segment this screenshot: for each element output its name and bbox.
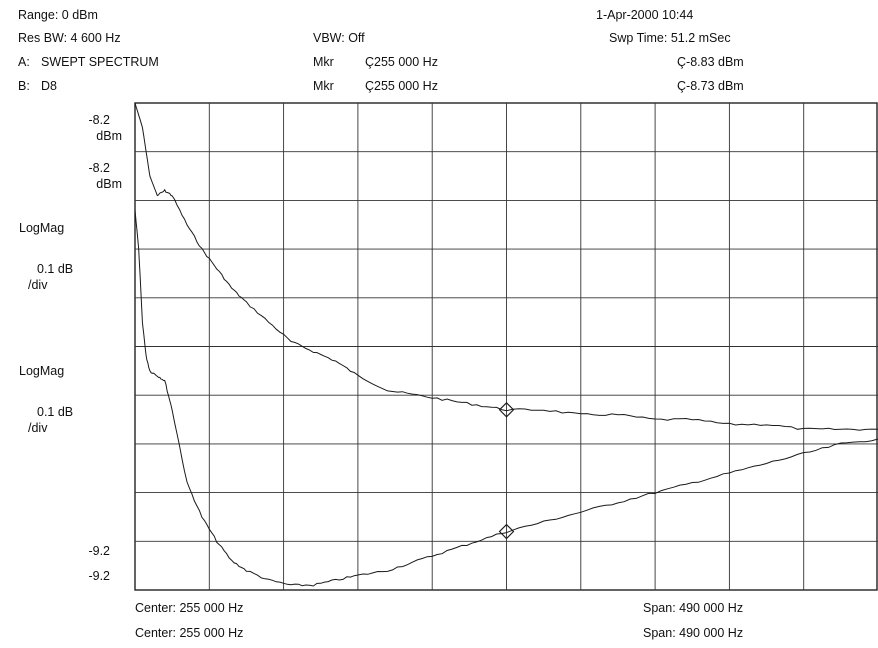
trace-line-b — [134, 210, 878, 587]
top-ref-a-unit: dBm — [96, 129, 122, 143]
trace-b-name: D8 — [41, 79, 57, 93]
trace-a-name: SWEPT SPECTRUM — [41, 55, 159, 69]
scale-b-per-div: 0.1 dB — [37, 405, 74, 419]
center-frequency-a: Center: 255 000 Hz — [135, 601, 244, 615]
trace-b-marker-frequency: Ç255 000 Hz — [365, 79, 438, 93]
graticule — [134, 102, 878, 591]
scale-a-mode: LogMag — [19, 221, 65, 235]
marker-diamond-a — [498, 402, 515, 418]
range-readout: Range: 0 dBm — [18, 8, 98, 22]
markers-layer — [498, 402, 515, 540]
top-ref-b-unit: dBm — [96, 177, 122, 191]
bottom-ref-b-value: -9.2 — [88, 569, 110, 583]
marker-diamond-b — [498, 523, 515, 540]
scale-a-div-unit: /div — [28, 278, 48, 292]
trace-b-id: B: — [18, 79, 30, 93]
vbw-readout: VBW: Off — [313, 31, 365, 45]
scale-b-mode: LogMag — [19, 364, 65, 378]
res-bw-readout: Res BW: 4 600 Hz — [18, 31, 121, 45]
center-frequency-b: Center: 255 000 Hz — [135, 626, 244, 640]
date-time-readout: 1-Apr-2000 10:44 — [596, 8, 694, 22]
trace-a-marker-label: Mkr — [313, 55, 334, 69]
trace-a-id: A: — [18, 55, 30, 69]
scale-a-per-div: 0.1 dB — [37, 262, 74, 276]
scale-b-div-unit: /div — [28, 421, 48, 435]
trace-a-marker-value: Ç-8.83 dBm — [677, 55, 744, 69]
trace-b-marker-label: Mkr — [313, 79, 334, 93]
top-ref-b-value: -8.2 — [88, 161, 110, 175]
traces-layer — [134, 102, 878, 587]
bottom-ref-a-value: -9.2 — [88, 544, 110, 558]
span-b: Span: 490 000 Hz — [643, 626, 744, 640]
span-a: Span: 490 000 Hz — [643, 601, 744, 615]
trace-b-marker-value: Ç-8.73 dBm — [677, 79, 744, 93]
trace-a-marker-frequency: Ç255 000 Hz — [365, 55, 438, 69]
trace-line-a — [134, 102, 878, 431]
top-ref-a-value: -8.2 — [88, 113, 110, 127]
sweep-time-readout: Swp Time: 51.2 mSec — [609, 31, 731, 45]
